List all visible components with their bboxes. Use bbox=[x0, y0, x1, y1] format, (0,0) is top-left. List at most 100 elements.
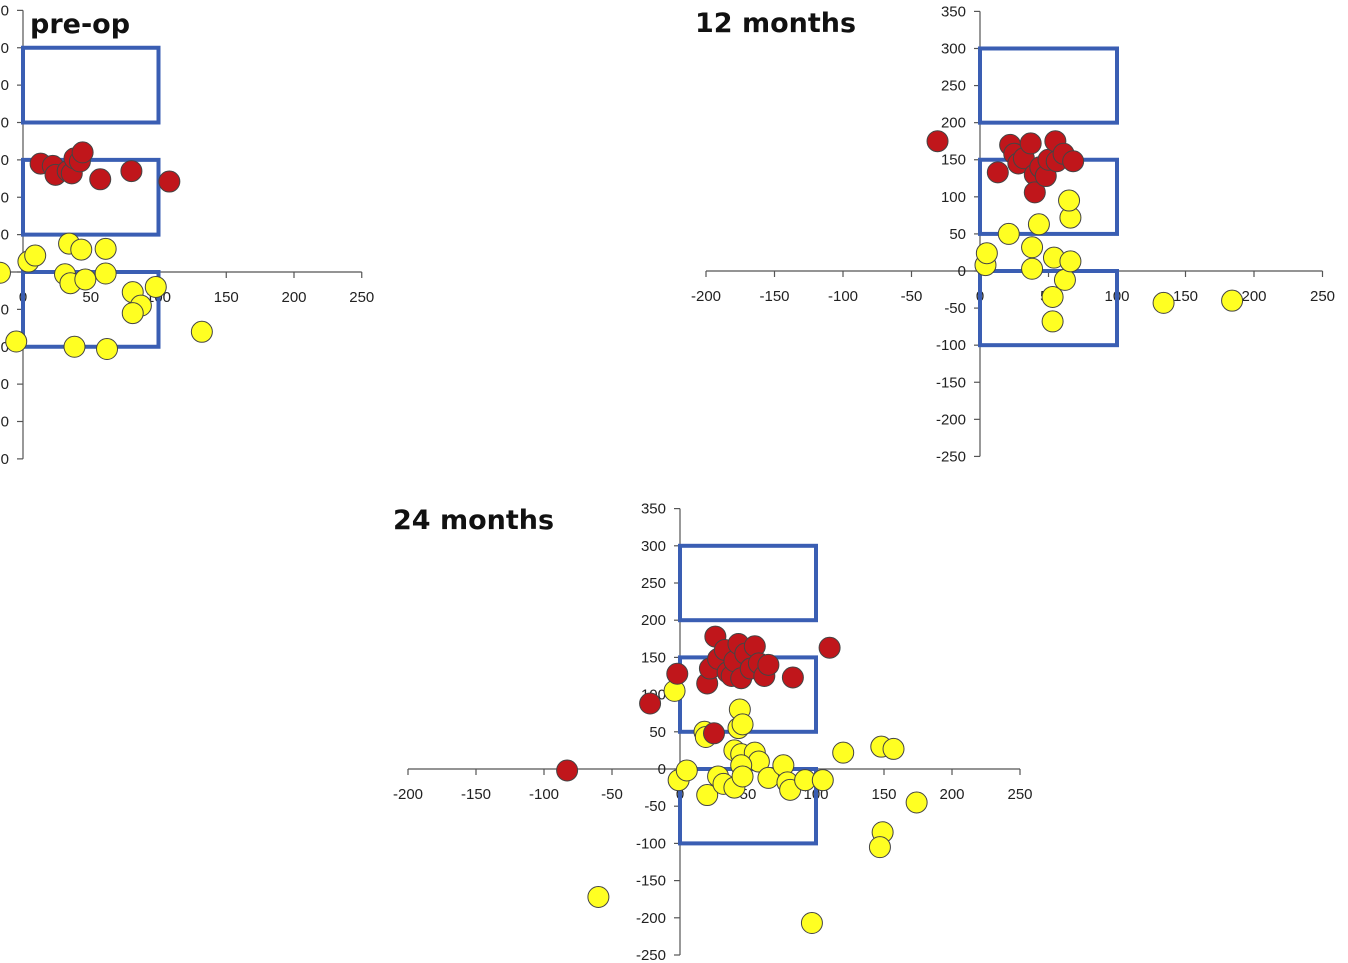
y-tick-label: 50 bbox=[649, 724, 666, 741]
yellow-point bbox=[811, 769, 834, 792]
yellow-point bbox=[94, 237, 117, 260]
x-tick-label: -200 bbox=[691, 288, 721, 305]
yellow-point bbox=[975, 242, 998, 265]
panel-12-months: 12 months -200 -150 -100 -50 0 50 100 150 200 250 -… bbox=[691, 3, 1335, 465]
y-tick-label: 100 bbox=[941, 189, 966, 206]
x-tick-label: -200 bbox=[393, 786, 423, 803]
y-tick-label: 250 bbox=[0, 77, 9, 94]
red-point bbox=[781, 666, 804, 689]
x-tick-label: 200 bbox=[939, 786, 964, 803]
x-tick-label: -50 bbox=[601, 786, 623, 803]
y-tick-label: -50 bbox=[944, 300, 966, 317]
x-tick-label: 150 bbox=[1173, 288, 1198, 305]
y-tick-label: -50 bbox=[0, 301, 9, 318]
x-tick-label: 50 bbox=[82, 289, 99, 306]
y-tick-label: 200 bbox=[941, 115, 966, 132]
y-tick-label: -250 bbox=[936, 448, 966, 465]
chart-title: pre-op bbox=[30, 9, 130, 40]
red-point bbox=[818, 636, 841, 659]
yellow-point bbox=[1152, 291, 1175, 314]
red-point bbox=[986, 161, 1009, 184]
red-point bbox=[1023, 181, 1046, 204]
y-tick-label: 350 bbox=[941, 3, 966, 20]
red-point bbox=[666, 662, 689, 685]
y-tick-label: -100 bbox=[936, 337, 966, 354]
yellow-point bbox=[74, 268, 97, 291]
red-point bbox=[926, 130, 949, 153]
x-tick-label: -100 bbox=[529, 786, 559, 803]
red-point bbox=[71, 141, 94, 164]
yellow-point bbox=[832, 741, 855, 764]
yellow-point bbox=[1041, 310, 1064, 333]
zone-box bbox=[978, 269, 1119, 348]
yellow-point bbox=[5, 330, 28, 353]
yellow-point bbox=[144, 275, 167, 298]
y-tick-label: -250 bbox=[0, 451, 9, 468]
yellow-point bbox=[1021, 236, 1044, 259]
y-tick-label: -150 bbox=[0, 376, 9, 393]
x-tick-label: 200 bbox=[281, 289, 306, 306]
x-tick-label: -50 bbox=[901, 288, 923, 305]
x-tick-label: -100 bbox=[828, 288, 858, 305]
chart-title: 12 months bbox=[695, 8, 856, 39]
yellow-point bbox=[121, 302, 144, 325]
yellow-point bbox=[96, 337, 119, 360]
red-point bbox=[120, 160, 143, 183]
x-tick-label: -150 bbox=[461, 786, 491, 803]
yellow-point bbox=[94, 262, 117, 285]
y-tick-label: 200 bbox=[0, 115, 9, 132]
yellow-point bbox=[800, 912, 823, 935]
y-tick-label: 150 bbox=[0, 152, 9, 169]
y-tick-label: 350 bbox=[641, 501, 666, 518]
yellow-point bbox=[70, 238, 93, 261]
yellow-point bbox=[1053, 268, 1076, 291]
x-tick-label: 150 bbox=[214, 289, 239, 306]
yellow-point bbox=[1041, 285, 1064, 308]
yellow-point bbox=[868, 836, 891, 859]
y-tick-label: -200 bbox=[636, 910, 666, 927]
yellow-point bbox=[1027, 213, 1050, 236]
yellow-point bbox=[675, 759, 698, 782]
x-tick-label: 250 bbox=[349, 289, 374, 306]
yellow-point bbox=[1059, 250, 1082, 273]
yellow-point bbox=[696, 784, 719, 807]
y-tick-label: 250 bbox=[941, 78, 966, 95]
yellow-point bbox=[997, 222, 1020, 245]
y-tick-label: 300 bbox=[0, 40, 9, 57]
y-tick-label: 150 bbox=[641, 649, 666, 666]
y-tick-label: 350 bbox=[0, 2, 9, 19]
y-tick-label: 50 bbox=[949, 226, 966, 243]
yellow-point bbox=[63, 335, 86, 358]
red-point bbox=[556, 759, 579, 782]
chart-title: 24 months bbox=[393, 505, 554, 536]
red-point bbox=[639, 692, 662, 715]
y-tick-label: -200 bbox=[936, 411, 966, 428]
yellow-point bbox=[731, 765, 754, 788]
y-tick-label: 300 bbox=[641, 538, 666, 555]
y-tick-label: 100 bbox=[0, 189, 9, 206]
zone-box bbox=[678, 543, 818, 623]
y-tick-label: 50 bbox=[0, 227, 9, 244]
y-tick-label: 0 bbox=[958, 263, 966, 280]
y-tick-label: -150 bbox=[936, 374, 966, 391]
y-tick-label: 250 bbox=[641, 575, 666, 592]
yellow-point bbox=[24, 244, 47, 267]
x-tick-label: 200 bbox=[1241, 288, 1266, 305]
red-point bbox=[1062, 150, 1085, 173]
y-tick-label: -100 bbox=[636, 835, 666, 852]
y-tick-label: 200 bbox=[641, 612, 666, 629]
zone-box bbox=[978, 46, 1119, 125]
yellow-point bbox=[905, 791, 928, 814]
yellow-point bbox=[731, 713, 754, 736]
x-tick-label: 250 bbox=[1007, 786, 1032, 803]
x-tick-label: 150 bbox=[871, 786, 896, 803]
yellow-point bbox=[0, 261, 11, 284]
panel-24-months: 24 months-200 -150 -100 -50 0 50 100 150 200 250-… bbox=[393, 501, 1033, 963]
yellow-point bbox=[587, 885, 610, 908]
red-point bbox=[158, 170, 181, 193]
y-tick-label: -50 bbox=[644, 798, 666, 815]
yellow-point bbox=[1058, 189, 1081, 212]
y-tick-label: 300 bbox=[941, 40, 966, 57]
x-tick-label: 250 bbox=[1310, 288, 1335, 305]
